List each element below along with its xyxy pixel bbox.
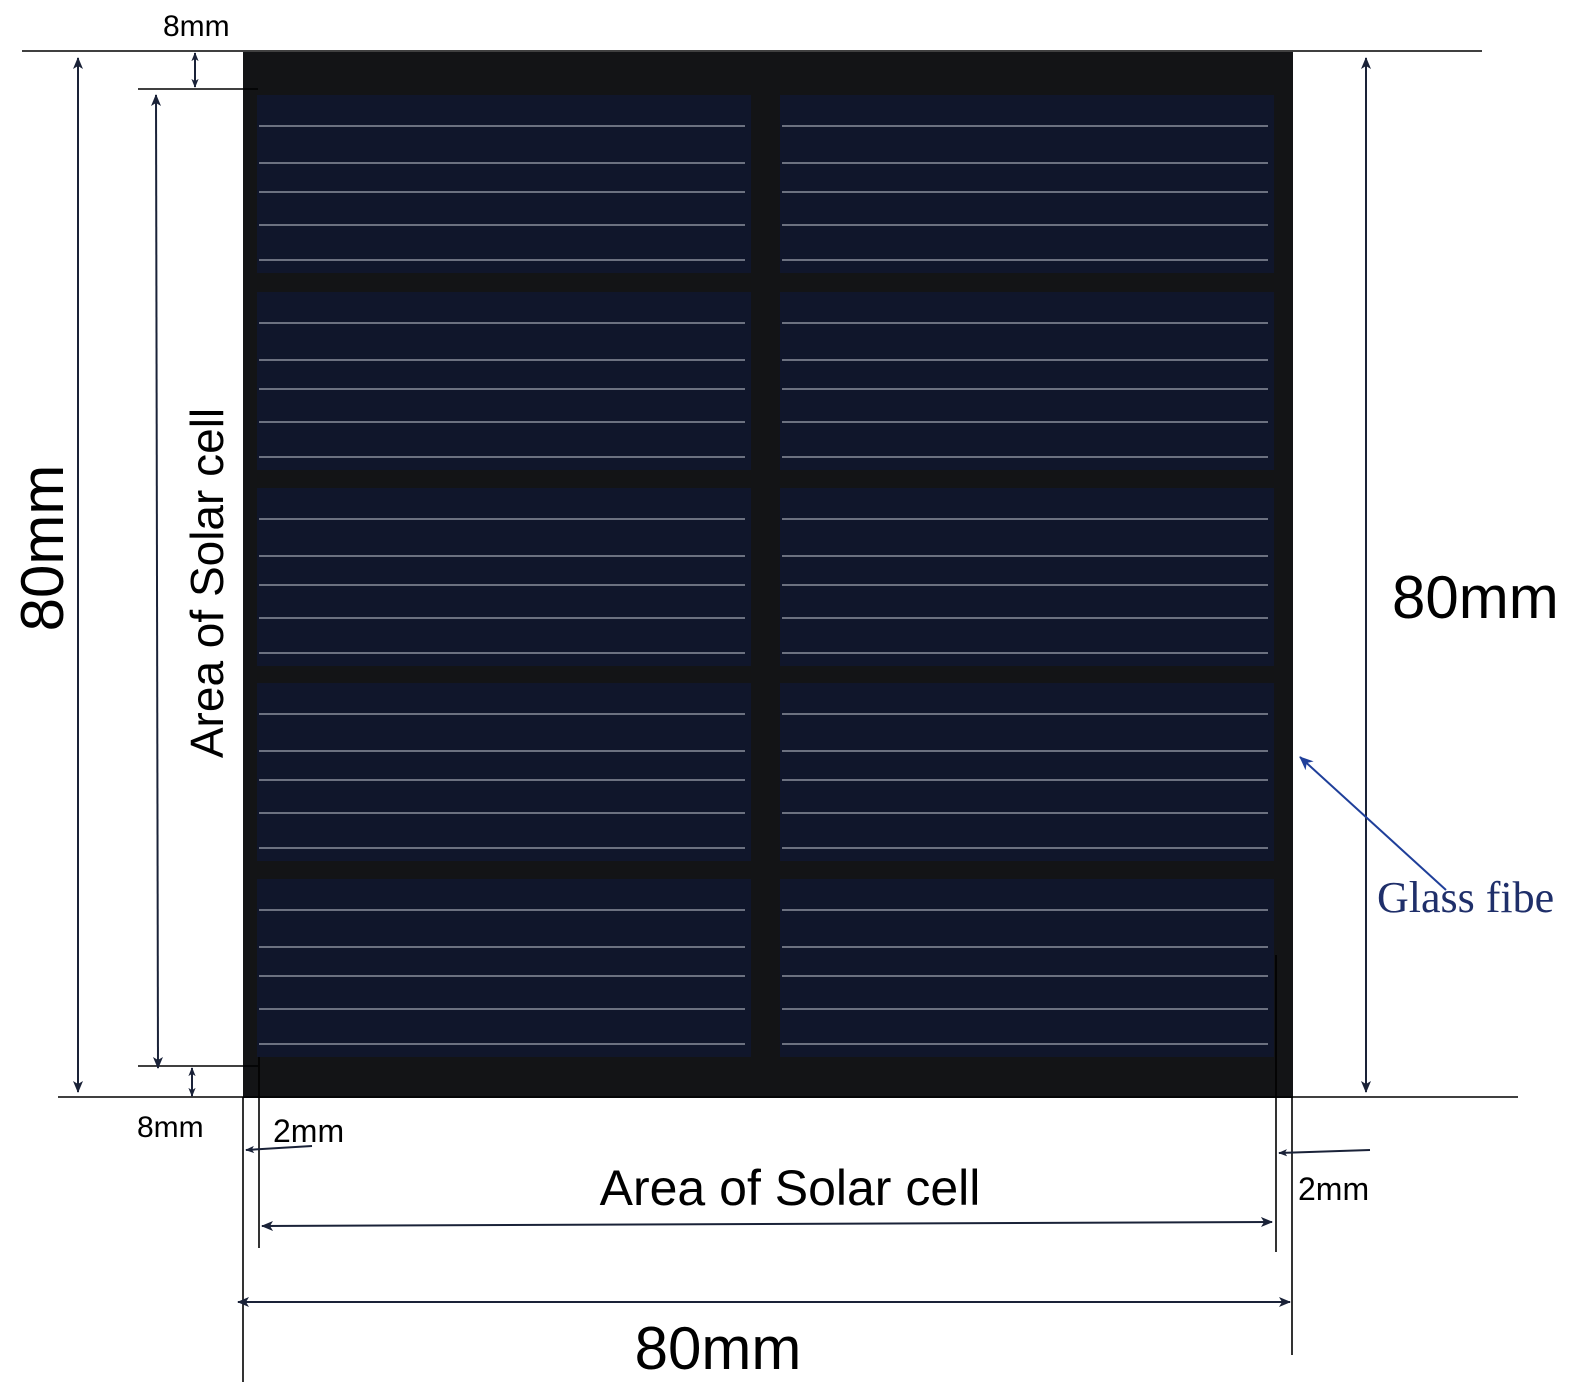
cell-width-arrow xyxy=(261,1217,1273,1231)
solar-cell xyxy=(257,292,751,470)
glass-fiber-pointer xyxy=(1299,756,1447,891)
solar-cell xyxy=(780,95,1274,273)
solar-cell xyxy=(780,488,1274,666)
solar-cell xyxy=(780,683,1274,861)
glass-fiber-label: Glass fibe xyxy=(1377,873,1554,922)
solar-cell xyxy=(257,488,751,666)
extension-lines xyxy=(22,50,1518,1382)
left-margin-label: 2mm xyxy=(273,1113,344,1149)
bottom-width-label: 80mm xyxy=(635,1315,802,1382)
bottom-gap-label: 8mm xyxy=(137,1111,204,1144)
right-margin-label: 2mm xyxy=(1298,1171,1369,1207)
left-height-label: 80mm xyxy=(9,465,76,632)
solar-cell-grid xyxy=(257,95,1274,1057)
dimension-arrows xyxy=(73,52,1371,1307)
solar-cell xyxy=(780,879,1274,1057)
solar-cell xyxy=(257,95,751,273)
area-vertical-label: Area of Solar cell xyxy=(181,408,233,758)
right-margin-arrow xyxy=(1278,1149,1371,1157)
area-horizontal-label: Area of Solar cell xyxy=(600,1160,981,1216)
right-height-label: 80mm xyxy=(1392,564,1559,631)
solar-cell xyxy=(257,683,751,861)
left-margin-arrow xyxy=(245,1145,313,1154)
cell-height-arrow xyxy=(151,94,163,1069)
solar-cell xyxy=(780,292,1274,470)
top-gap-label: 8mm xyxy=(163,10,230,43)
solar-cell xyxy=(257,879,751,1057)
